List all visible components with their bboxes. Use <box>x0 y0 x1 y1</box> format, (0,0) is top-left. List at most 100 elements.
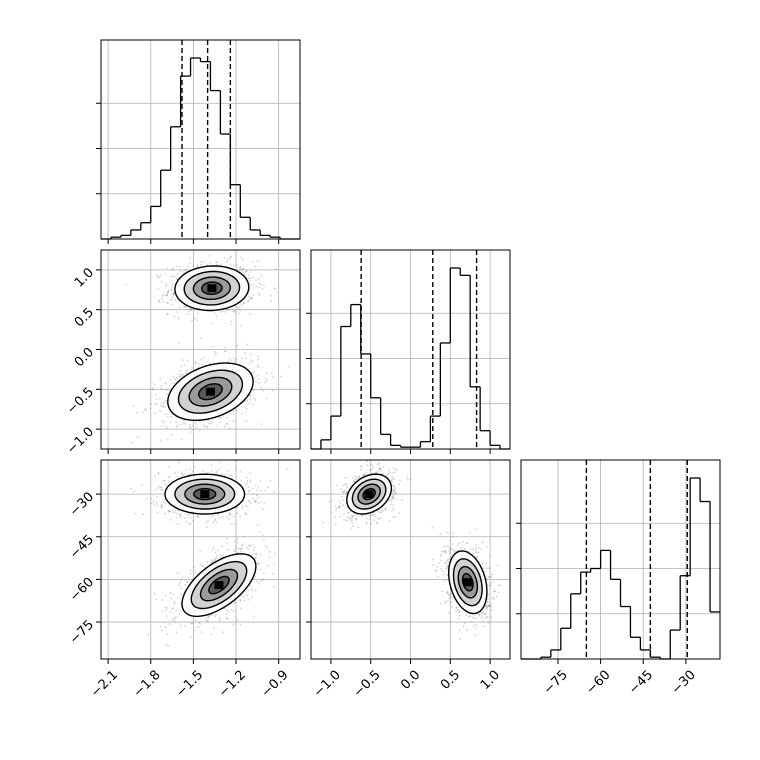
sample-point <box>164 399 166 402</box>
sample-point <box>253 370 256 372</box>
sample-point <box>210 562 213 564</box>
sample-point <box>202 356 205 359</box>
sample-point <box>220 554 223 557</box>
sample-point <box>247 506 249 508</box>
sample-point <box>177 509 180 512</box>
sample-point <box>206 561 209 564</box>
sample-point <box>202 470 205 472</box>
sample-point <box>249 297 251 300</box>
sample-point <box>250 359 253 362</box>
sample-point <box>338 506 341 509</box>
sample-point <box>196 514 199 517</box>
sample-point <box>388 471 390 474</box>
sample-point <box>181 576 184 579</box>
sample-point <box>175 265 178 268</box>
sample-point <box>165 644 168 646</box>
sample-point <box>393 478 395 481</box>
sample-point <box>242 302 245 304</box>
sample-point <box>365 521 368 524</box>
sample-point <box>215 352 217 355</box>
sample-point <box>243 302 246 305</box>
panel-frame <box>100 39 301 240</box>
sample-point <box>189 572 192 575</box>
sample-point <box>392 484 395 486</box>
sample-point <box>185 580 188 583</box>
sample-point <box>254 265 257 268</box>
sample-point <box>160 387 162 390</box>
sample-point <box>192 425 194 428</box>
sample-point <box>189 569 192 572</box>
sample-point <box>449 597 452 600</box>
sample-point <box>232 623 235 626</box>
sample-point <box>264 378 267 380</box>
sample-point <box>392 484 395 487</box>
sample-point <box>253 376 256 379</box>
sample-point <box>259 580 262 582</box>
sample-point <box>211 345 214 348</box>
sample-point <box>214 519 217 522</box>
sample-point <box>233 540 236 543</box>
sample-point <box>174 379 177 381</box>
sample-point <box>249 585 252 588</box>
sample-point <box>274 287 277 289</box>
sample-point <box>182 306 185 309</box>
sample-point <box>252 403 254 406</box>
sample-point <box>485 578 488 580</box>
sample-point <box>363 473 366 476</box>
sample-point <box>247 548 249 551</box>
sample-point <box>158 275 161 278</box>
sample-point <box>252 553 254 556</box>
sample-point <box>244 411 247 414</box>
sample-point <box>372 514 375 517</box>
sample-point <box>150 502 153 505</box>
sample-point <box>167 301 169 304</box>
sample-point <box>348 517 350 520</box>
sample-point <box>175 278 178 281</box>
sample-point <box>217 468 220 471</box>
sample-point <box>168 510 171 513</box>
sample-point <box>357 476 359 479</box>
sample-point <box>216 424 219 427</box>
sample-point <box>449 548 452 551</box>
sample-point <box>254 576 257 579</box>
sample-point <box>257 292 260 295</box>
sample-point <box>475 551 478 554</box>
sample-point <box>483 570 486 573</box>
sample-point <box>229 263 232 266</box>
sample-point <box>207 520 210 522</box>
sample-point <box>242 271 245 274</box>
sample-point <box>247 274 250 277</box>
sample-point <box>205 526 208 529</box>
sample-point <box>344 476 347 479</box>
sample-point <box>170 288 173 291</box>
sample-point <box>211 549 214 551</box>
sample-point <box>215 315 218 318</box>
sample-point <box>159 404 162 407</box>
sample-point <box>241 357 243 360</box>
sample-point <box>226 309 229 311</box>
sample-point <box>161 505 164 508</box>
sample-point <box>351 515 354 517</box>
sample-point <box>187 576 190 579</box>
sample-point <box>193 317 196 320</box>
sample-point <box>186 521 188 524</box>
sample-point <box>176 475 179 478</box>
sample-point <box>260 275 263 277</box>
sample-point <box>173 601 176 603</box>
sample-point <box>212 546 215 549</box>
sample-point <box>254 484 257 487</box>
sample-point <box>442 550 445 553</box>
sample-point <box>239 269 241 272</box>
sample-point <box>171 303 173 306</box>
sample-point <box>226 258 229 261</box>
sample-point <box>193 565 196 568</box>
sample-point <box>161 294 164 297</box>
sample-point <box>214 551 217 554</box>
sample-point <box>214 559 217 562</box>
sample-point <box>175 425 178 428</box>
sample-point <box>437 562 440 564</box>
sample-point <box>171 607 174 610</box>
hist-panel-2 <box>516 459 721 664</box>
sample-point <box>247 499 250 502</box>
sample-point <box>249 279 252 282</box>
